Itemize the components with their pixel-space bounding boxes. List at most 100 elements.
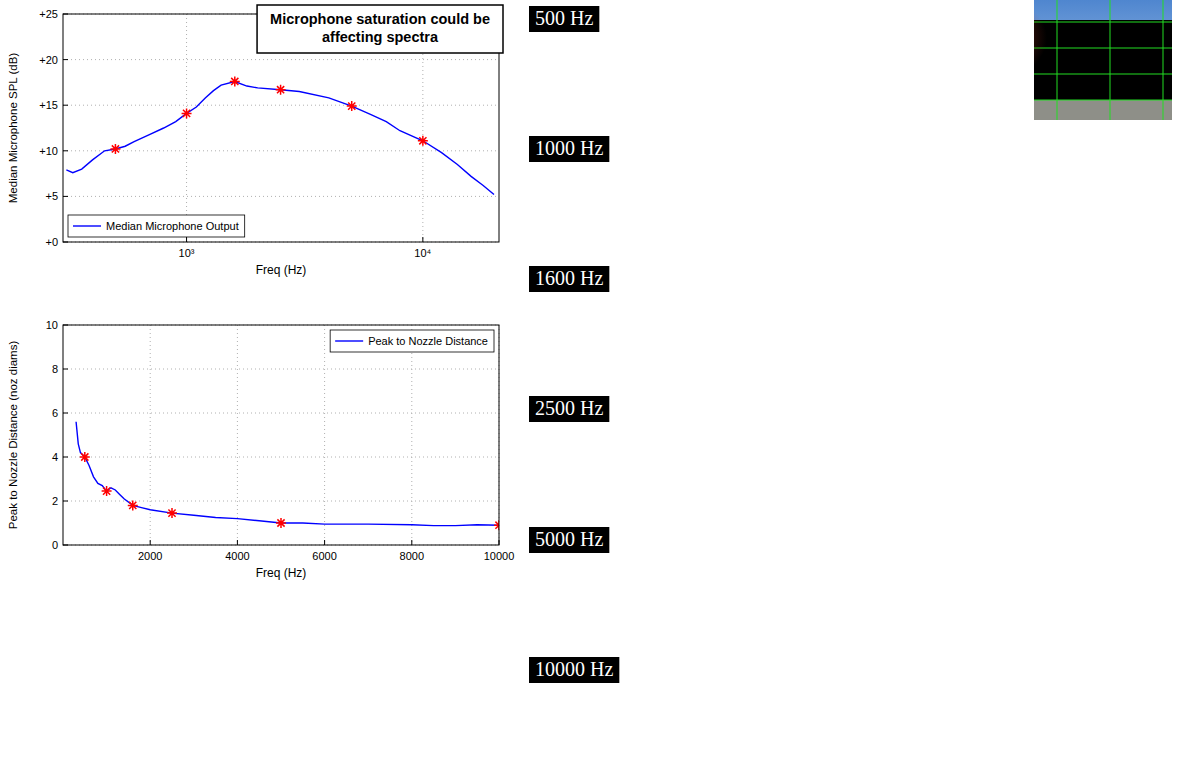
source-map (1034, 0, 1047, 118)
legend: Peak to Nozzle Distance (330, 330, 494, 352)
axis-title: Freq (Hz) (256, 566, 307, 580)
tick-mark (63, 105, 68, 106)
legend-label: Median Microphone Output (106, 220, 239, 232)
tick-label: +0 (45, 236, 58, 248)
data-point (347, 101, 357, 111)
axis-title: Median Microphone SPL (dB) (7, 53, 19, 204)
tick-label: 10000 (484, 550, 515, 562)
legend: Median Microphone Output (68, 215, 245, 237)
grid-line (1057, 0, 1058, 120)
tick-mark (63, 501, 68, 502)
annotation-text: Microphone saturation could be affecting … (270, 11, 490, 45)
data-line (76, 422, 499, 526)
panel-label-text: 1600 Hz (535, 267, 603, 289)
legend-swatch (73, 225, 101, 226)
axis-title: Peak to Nozzle Distance (noz diams) (7, 341, 19, 530)
panel-label: 1000 Hz (529, 136, 609, 162)
tick-label: +5 (45, 190, 58, 202)
tick-mark (63, 196, 68, 197)
grid-line (1034, 22, 1172, 23)
grid-line (63, 59, 499, 60)
grid-line (150, 325, 151, 545)
grid-line (186, 14, 187, 242)
axis-title: Freq (Hz) (256, 263, 307, 277)
tick-label: 10 (46, 319, 58, 331)
grid-line (1034, 100, 1172, 101)
data-point (276, 85, 286, 95)
panel-label-text: 1000 Hz (535, 137, 603, 159)
sky (1034, 0, 1172, 120)
grid-line (237, 325, 238, 545)
data-point (167, 508, 177, 518)
panel-label: 10000 Hz (529, 657, 619, 683)
panel-label-text: 2500 Hz (535, 397, 603, 419)
panel-label-box (529, 266, 609, 292)
tick-mark (324, 540, 325, 545)
panel-label-text: 5000 Hz (535, 528, 603, 550)
tick-mark (63, 413, 68, 414)
tick-mark (63, 59, 68, 60)
tick-label: 8 (52, 363, 58, 375)
chart: 0246810200040006000800010000Freq (Hz)Pea… (7, 319, 514, 580)
grid-line (324, 325, 325, 545)
grid-line (1163, 0, 1164, 120)
grid-line (63, 196, 499, 197)
panel-label-box (529, 657, 619, 683)
legend-box (68, 215, 245, 237)
data-group (66, 76, 494, 194)
data-group (76, 422, 499, 530)
tick-mark (186, 237, 187, 242)
grid-line (63, 105, 499, 106)
grid-line (1110, 0, 1111, 120)
data-point (80, 452, 90, 462)
data-point (276, 518, 286, 528)
tick-label: 4000 (225, 550, 249, 562)
panel-label-box (529, 136, 609, 162)
plot-area (63, 325, 499, 545)
ground (1034, 96, 1172, 120)
data-point (230, 76, 240, 86)
grid-line (411, 325, 412, 545)
data-point (494, 520, 499, 530)
panel-label: 5000 Hz (529, 527, 609, 553)
tick-mark (150, 540, 151, 545)
tick-label: 4 (52, 451, 58, 463)
legend-swatch (335, 340, 363, 341)
tick-label: 10⁴ (414, 247, 431, 259)
dark-region (1034, 20, 1172, 100)
legend-label: Peak to Nozzle Distance (368, 335, 488, 347)
tick-label: +10 (39, 145, 58, 157)
panel-label-text: 500 Hz (535, 7, 593, 29)
plot-frame (63, 325, 499, 545)
tick-label: 6000 (312, 550, 336, 562)
annotation-line: Microphone saturation could be (270, 11, 490, 27)
panel-label: 2500 Hz (529, 396, 609, 422)
panel-label-box (529, 527, 609, 553)
tick-label: 2000 (138, 550, 162, 562)
panel-label: 1600 Hz (529, 266, 609, 292)
tick-label: +15 (39, 99, 58, 111)
panel-label: 500 Hz (529, 6, 599, 32)
tick-label: 10³ (179, 247, 195, 259)
data-point (102, 486, 112, 496)
grid-line (1034, 74, 1172, 75)
annotation-box (257, 5, 503, 53)
tick-label: +20 (39, 54, 58, 66)
grid-line (63, 413, 499, 414)
grid-line (63, 369, 499, 370)
legend-box (330, 330, 494, 352)
grid-line (63, 150, 499, 151)
tick-mark (237, 540, 238, 545)
panel-label-box (529, 396, 609, 422)
annotation-line: affecting spectra (322, 29, 439, 45)
image-panel (1034, 0, 1172, 120)
panel-label-box (529, 6, 599, 32)
panel-label-text: 10000 Hz (535, 658, 613, 680)
tick-label: 6 (52, 407, 58, 419)
data-point (110, 144, 120, 154)
grid-line (1034, 48, 1172, 49)
tick-label: 8000 (400, 550, 424, 562)
tick-label: 2 (52, 495, 58, 507)
figure: +0+5+10+15+20+2510³10⁴Freq (Hz)Median Mi… (0, 0, 1177, 771)
data-line (66, 81, 494, 194)
